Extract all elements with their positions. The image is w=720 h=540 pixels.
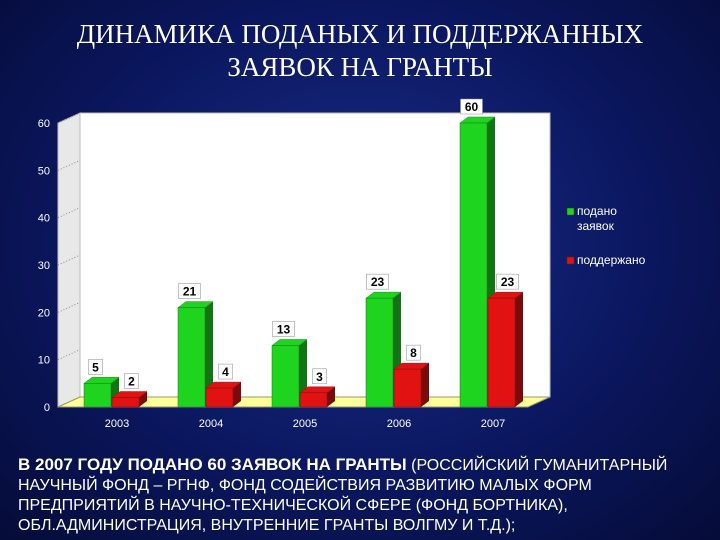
footer-text: В 2007 ГОДУ ПОДАНО 60 ЗАЯВОК НА ГРАНТЫ (… [18,455,708,536]
bar-submitted-2004: 21 [177,283,214,408]
bar-front [271,345,300,408]
chart-bars: 5 2 21 4 13 3 23 8 60 23 [83,98,524,408]
bar-supported-2003: 2 [111,373,148,408]
y-gridline [57,207,81,219]
y-tick-label: 10 [38,355,50,367]
data-label-box [218,363,233,380]
y-gridline [57,349,81,361]
bar-front [205,387,234,408]
y-gridline [57,301,81,313]
bar-front [177,307,206,408]
bar-front [365,297,394,408]
y-tick-label: 60 [38,118,50,130]
data-label: 13 [277,322,291,336]
y-tick-label: 50 [38,165,50,177]
bar-side [515,292,523,407]
slide-title: ДИНАМИКА ПОДАНЫХ И ПОДДЕРЖАННЫХ ЗАЯВОК Н… [0,18,720,84]
data-label-box [366,273,389,290]
slide-title-line-1: ДИНАМИКА ПОДАНЫХ И ПОДДЕРЖАННЫХ [76,19,644,49]
bar-side [205,301,213,407]
bar-side [421,363,429,407]
bar-submitted-2005: 13 [271,321,308,408]
x-tick-label: 2004 [199,418,223,430]
y-tick-label: 0 [44,402,50,414]
bar-front [83,383,112,408]
footer-lead: В 2007 ГОДУ ПОДАНО 60 ЗАЯВОК НА ГРАНТЫ [18,455,407,474]
slide-title-line-2: ЗАЯВОК НА ГРАНТЫ [227,52,493,82]
data-label: 3 [316,370,323,384]
legend-swatch [566,256,575,265]
legend-item-submitted: подано заявок [566,204,617,233]
y-axis: 0 10 20 30 40 50 60 [38,112,81,414]
x-tick-label: 2003 [105,418,129,430]
legend-swatch [566,207,575,216]
x-tick-label: 2006 [387,418,411,430]
bar-front [393,368,422,408]
y-tick-label: 30 [38,260,50,272]
data-label: 23 [501,275,515,289]
bar-front [459,122,488,408]
bar-supported-2007: 23 [487,273,524,408]
legend-item-supported: поддержано [566,253,646,267]
bar-front [299,392,328,408]
bar-supported-2006: 8 [393,344,430,408]
x-tick-label: 2007 [481,418,505,430]
data-label: 23 [371,275,385,289]
data-label-box [272,321,295,337]
bar-side [327,386,335,407]
legend-label: поддержано [577,253,646,267]
bar-front [487,297,516,408]
data-label: 8 [410,346,417,360]
data-label-box [178,283,201,299]
data-label: 4 [222,365,229,379]
bar-front [111,397,140,408]
data-label-box [124,373,139,389]
chart-legend: подано заявок поддержано [566,204,646,267]
bar-side [233,382,241,407]
data-label-box [406,344,421,361]
y-gridline [57,254,81,266]
data-label-box [88,359,103,375]
y-tick-label: 40 [38,213,50,225]
data-label: 5 [92,360,99,374]
bar-supported-2005: 3 [299,368,336,408]
x-axis: 2003 2004 2005 2006 2007 [105,418,505,430]
footer-rest: (РОССИЙСКИЙ ГУМАНИТАРНЫЙ НАУЧНЫЙ ФОНД – … [18,457,668,534]
data-label-box [312,368,327,385]
x-tick-label: 2005 [293,418,317,430]
bar-supported-2004: 4 [205,363,242,408]
y-gridline [57,112,81,124]
y-gridline [57,159,81,171]
data-label-box [496,273,519,290]
y-tick-label: 20 [38,307,50,319]
bar-submitted-2007: 60 [459,98,496,408]
legend-label: подано заявок [577,204,617,233]
data-label: 2 [128,375,135,389]
data-label-box [460,98,483,115]
data-label: 60 [465,100,479,114]
bar-side [139,391,147,407]
data-label: 21 [183,285,197,299]
